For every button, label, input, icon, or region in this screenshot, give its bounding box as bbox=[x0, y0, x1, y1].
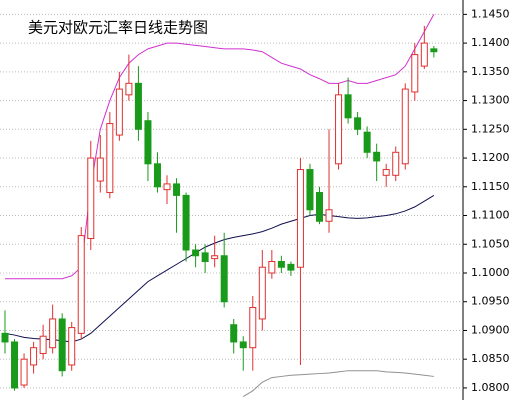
candle-body bbox=[182, 194, 190, 251]
candle-body bbox=[153, 163, 161, 188]
band-line bbox=[4, 194, 435, 343]
candle-body bbox=[354, 117, 362, 130]
candle-body bbox=[382, 169, 390, 176]
candle-body bbox=[144, 120, 152, 165]
candle-body bbox=[77, 235, 85, 334]
y-tick-label: 1.1350 bbox=[471, 65, 510, 78]
candle-body bbox=[392, 151, 400, 176]
candle-body bbox=[201, 252, 209, 262]
candle-body bbox=[268, 260, 276, 274]
candle-body bbox=[211, 255, 219, 260]
chart-title: 美元对欧元汇率日线走势图 bbox=[28, 19, 208, 37]
y-tick-label: 1.1050 bbox=[471, 237, 510, 250]
candle-body bbox=[287, 263, 295, 271]
candle-body bbox=[230, 324, 238, 343]
y-tick-label: 1.1450 bbox=[471, 7, 510, 20]
candle-body bbox=[335, 94, 343, 165]
candle-body bbox=[96, 157, 104, 182]
candle-body bbox=[277, 260, 285, 268]
candle-body bbox=[39, 335, 47, 354]
y-tick-label: 1.1200 bbox=[471, 151, 510, 164]
candle-body bbox=[115, 88, 123, 136]
candle-body bbox=[325, 209, 333, 222]
candle-body bbox=[249, 306, 257, 349]
candle-body bbox=[258, 266, 266, 320]
candle-body bbox=[87, 157, 95, 240]
y-tick-label: 1.0850 bbox=[471, 352, 510, 365]
y-tick-label: 1.1000 bbox=[471, 266, 510, 279]
candle-body bbox=[20, 358, 28, 386]
band-line bbox=[5, 14, 435, 280]
candle-body bbox=[163, 183, 171, 191]
candle-body bbox=[363, 131, 371, 153]
y-tick-label: 1.1100 bbox=[471, 209, 510, 222]
candle-body bbox=[373, 151, 381, 162]
y-tick-label: 1.0800 bbox=[471, 381, 510, 394]
candle-body bbox=[315, 192, 323, 222]
candle-body bbox=[401, 88, 409, 165]
candle-body bbox=[106, 123, 114, 194]
y-tick-label: 1.1400 bbox=[471, 36, 510, 49]
candle-body bbox=[125, 82, 133, 96]
candle-body bbox=[420, 42, 428, 67]
y-tick-label: 1.1250 bbox=[471, 122, 510, 135]
candle-body bbox=[30, 347, 38, 366]
candle-body bbox=[11, 341, 19, 389]
y-tick-label: 1.0900 bbox=[471, 323, 510, 336]
candle-body bbox=[173, 183, 181, 196]
band-line bbox=[242, 370, 434, 397]
candle-body bbox=[58, 318, 66, 372]
candle-body bbox=[430, 48, 438, 53]
candle-body bbox=[344, 94, 352, 119]
y-tick-label: 1.1300 bbox=[471, 94, 510, 107]
candle-body bbox=[49, 318, 57, 349]
candle-body bbox=[239, 341, 247, 349]
candle-body bbox=[1, 332, 9, 343]
candle-body bbox=[68, 327, 76, 366]
y-tick-label: 1.0950 bbox=[471, 295, 510, 308]
candle-body bbox=[220, 255, 228, 303]
candle-body bbox=[134, 82, 142, 130]
candle-body bbox=[296, 169, 304, 268]
candle-body bbox=[411, 54, 419, 93]
candle-body bbox=[306, 169, 314, 211]
candle-body bbox=[192, 249, 200, 257]
y-tick-label: 1.1150 bbox=[471, 180, 510, 193]
